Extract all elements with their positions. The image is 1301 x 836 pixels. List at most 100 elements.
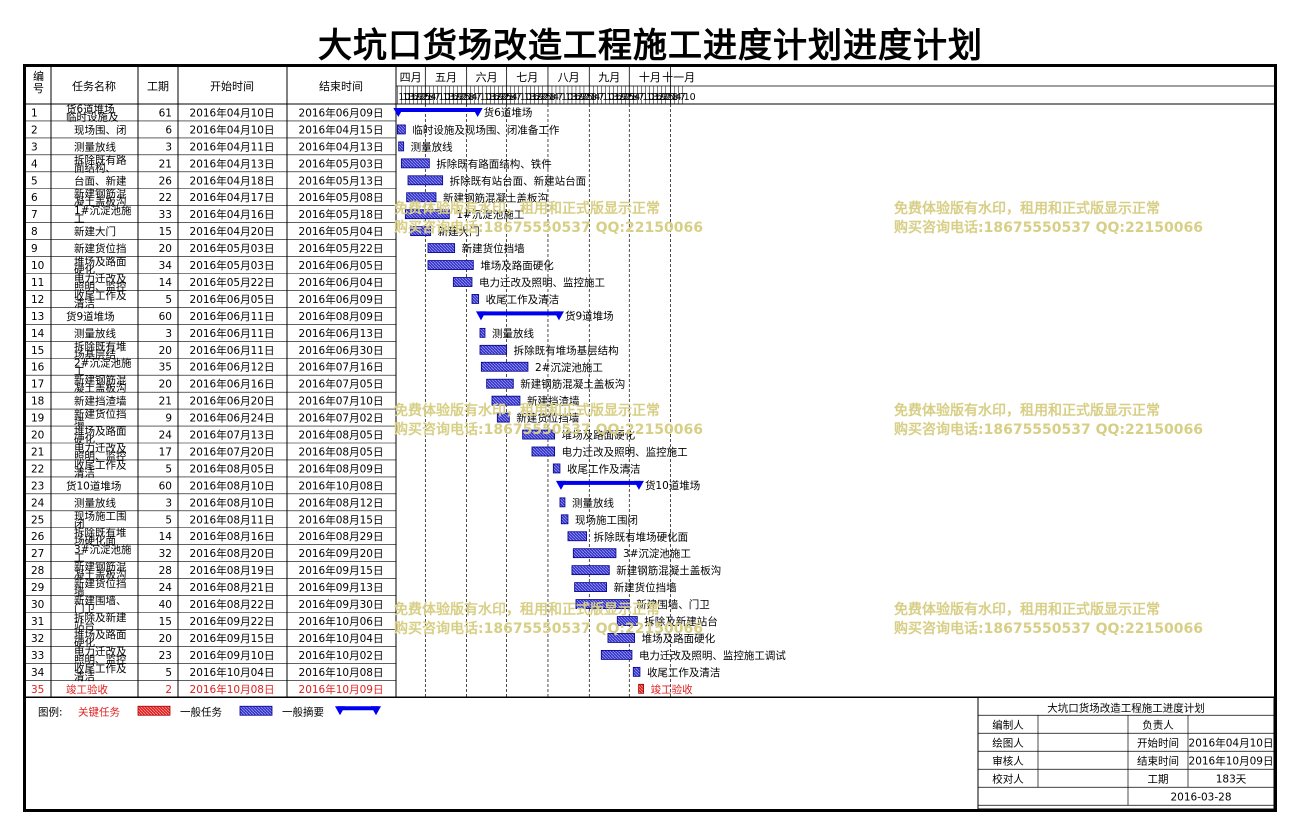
task-bar[interactable]: [607, 633, 636, 643]
table-row[interactable]: 19 新建货位挡墙 9 2016年06月24日 2016年07月02日: [31, 408, 383, 429]
task-bar[interactable]: [491, 395, 521, 406]
gantt-bar-group[interactable]: 货10道堆场: [555, 479, 700, 492]
table-row[interactable]: 8 新建大门 15 2016年04月20日 2016年05月04日: [31, 225, 383, 238]
task-bar[interactable]: [572, 548, 617, 559]
task-bar[interactable]: [480, 361, 529, 372]
gantt-bar-group[interactable]: 电力迁改及照明、监控施工调试: [600, 649, 786, 662]
summary-bar[interactable]: [559, 480, 640, 485]
task-bar[interactable]: [400, 158, 430, 169]
task-bar[interactable]: [632, 666, 641, 677]
gantt-bar-group[interactable]: 拆除既有站台面、新建站台面: [407, 174, 586, 187]
gantt-chart[interactable]: 编号 任务名称 工期 开始时间 结束时间四月10131619222528五月147101…: [26, 67, 1274, 809]
gantt-bar-group[interactable]: 拆除既有堆场基层结构: [479, 344, 619, 357]
table-row[interactable]: 25 现场施工围闭 5 2016年08月11日 2016年08月15日: [31, 509, 383, 530]
table-row[interactable]: 29 新建货位挡墙 24 2016年08月21日 2016年09月13日: [31, 577, 383, 598]
task-bar[interactable]: [574, 582, 608, 592]
table-row[interactable]: 6 新建钢筋混凝土盖板沟 22 2016年04月17日 2016年05月08日: [31, 187, 383, 208]
table-row[interactable]: 13 货9道堆场 60 2016年06月11日 2016年08月09日: [31, 310, 383, 323]
gantt-bar-group[interactable]: 收尾工作及清洁: [632, 666, 720, 679]
task-bar[interactable]: [571, 565, 610, 576]
table-row[interactable]: 35 竣工验收 2 2016年10月08日 2016年10月09日: [31, 683, 383, 696]
critical-bar[interactable]: [638, 683, 645, 694]
gantt-bar-group[interactable]: 新建钢筋混凝土盖板沟: [571, 564, 721, 577]
task-bar[interactable]: [471, 294, 480, 304]
gantt-bar-group[interactable]: 拆除及新建站台: [616, 615, 718, 628]
table-row[interactable]: 15 拆除既有堆场基层结 20 2016年06月11日 2016年06月30日: [31, 340, 383, 361]
task-bar[interactable]: [396, 124, 406, 135]
table-row[interactable]: 9 新建货位挡 20 2016年05月03日 2016年05月22日: [31, 242, 383, 255]
table-row[interactable]: 24 测量放线 3 2016年08月10日 2016年08月12日: [31, 496, 383, 509]
table-row[interactable]: 12 收尾工作及清洁 5 2016年06月05日 2016年06月09日: [31, 289, 383, 310]
table-row[interactable]: 5 台面、新建 26 2016年04月18日 2016年05月13日: [31, 174, 383, 187]
task-bar[interactable]: [398, 141, 405, 152]
gantt-bar-group[interactable]: 测量放线: [398, 140, 453, 153]
task-bar[interactable]: [479, 327, 486, 338]
table-row[interactable]: 33 电力迁改及照明、监控 23 2016年09月10日 2016年10月02日: [31, 645, 383, 666]
gantt-bar-group[interactable]: 现场施工围闭: [560, 513, 638, 526]
gantt-bar-group[interactable]: 收尾工作及清洁: [471, 293, 559, 306]
gantt-bar-group[interactable]: 2#沉淀池施工: [480, 361, 603, 374]
task-bar[interactable]: [600, 650, 633, 660]
task-bar[interactable]: [406, 192, 437, 203]
table-row[interactable]: 18 新建挡渣墙 21 2016年06月20日 2016年07月10日: [31, 395, 383, 408]
gantt-bar-group[interactable]: 新建钢筋混凝土盖板沟: [486, 378, 626, 391]
gantt-bar-group[interactable]: 电力迁改及照明、监控施工: [452, 276, 605, 289]
gantt-bar-group[interactable]: 新建货位挡墙: [427, 242, 525, 255]
table-row[interactable]: 28 新建钢筋混凝土盖板沟 28 2016年08月19日 2016年09月15日: [31, 560, 383, 581]
gantt-bar-group[interactable]: 新建钢筋混凝土盖板沟: [406, 191, 548, 204]
table-row[interactable]: 3 测量放线 3 2016年04月11日 2016年04月13日: [31, 140, 383, 153]
gantt-bar-group[interactable]: 测量放线: [479, 327, 534, 340]
table-row[interactable]: 21 电力迁改及照明、监控 17 2016年07月20日 2016年08月05日: [31, 441, 383, 462]
table-row[interactable]: 27 3#沉淀池施工 32 2016年08月20日 2016年09月20日: [31, 543, 383, 564]
gantt-bar-group[interactable]: 新建围墙、门卫: [575, 598, 710, 611]
gantt-bar-group[interactable]: 拆除既有路面结构、铁件: [400, 157, 552, 170]
table-row[interactable]: 7 1#沉淀池施工 33 2016年04月16日 2016年05月18日: [31, 204, 383, 225]
task-bar[interactable]: [404, 209, 450, 220]
gantt-bar-group[interactable]: 货6道堆场: [393, 106, 532, 119]
task-bar[interactable]: [559, 497, 566, 508]
task-bar[interactable]: [616, 616, 638, 626]
task-bar[interactable]: [427, 260, 474, 270]
gantt-bar-group[interactable]: 新建大门: [410, 225, 480, 238]
table-row[interactable]: 30 新建围墙、门卫 40 2016年08月22日 2016年09月30日: [31, 594, 383, 615]
table-row[interactable]: 14 测量放线 3 2016年06月11日 2016年06月13日: [31, 327, 383, 340]
gantt-bar-group[interactable]: 电力迁改及照明、监控施工: [531, 446, 688, 459]
task-bar[interactable]: [567, 531, 588, 542]
gantt-bar-group[interactable]: 货9道堆场: [475, 309, 614, 322]
table-row[interactable]: 17 新建钢筋混凝土盖板沟 20 2016年06月16日 2016年07月05日: [31, 374, 383, 395]
summary-bar[interactable]: [479, 311, 560, 316]
task-bar[interactable]: [486, 378, 514, 389]
gantt-bar-group[interactable]: 临时设施及现场围、闭准备工作: [396, 123, 560, 136]
task-bar[interactable]: [452, 277, 473, 287]
summary-bar[interactable]: [397, 108, 479, 112]
table-row[interactable]: 16 2#沉淀池施工 35 2016年06月12日 2016年07月16日: [31, 357, 383, 378]
table-row[interactable]: 10 堆场及路面硬化 34 2016年05月03日 2016年06月05日: [31, 255, 383, 276]
task-bar[interactable]: [552, 463, 561, 474]
task-bar[interactable]: [496, 412, 510, 423]
table-row[interactable]: 4 拆除既有路面结构、 21 2016年04月13日 2016年05月03日: [31, 153, 383, 174]
table-row[interactable]: 26 拆除既有堆场硬化面 14 2016年08月16日 2016年08月29日: [31, 526, 383, 547]
gantt-bar-group[interactable]: 新建挡渣墙: [491, 395, 580, 408]
task-bar[interactable]: [531, 446, 556, 457]
task-bar[interactable]: [560, 514, 569, 525]
task-bar[interactable]: [407, 175, 444, 186]
task-bar[interactable]: [427, 243, 456, 254]
gantt-bar-group[interactable]: 堆场及路面硬化: [607, 632, 716, 645]
table-row[interactable]: 22 收尾工作及清洁 5 2016年08月05日 2016年08月09日: [31, 458, 383, 479]
task-bar[interactable]: [479, 344, 508, 355]
table-row[interactable]: 31 拆除及新建站台 15 2016年09月22日 2016年10月06日: [31, 611, 383, 632]
task-bar[interactable]: [522, 429, 556, 440]
gantt-bar-group[interactable]: 测量放线: [559, 496, 614, 509]
gantt-bar-group[interactable]: 1#沉淀池施工: [404, 208, 524, 221]
table-row[interactable]: 34 收尾工作及清洁 5 2016年10月04日 2016年10月08日: [31, 662, 383, 683]
gantt-bar-group[interactable]: 堆场及路面硬化: [427, 259, 554, 272]
table-row[interactable]: 11 电力迁改及照明、监控 14 2016年05月22日 2016年06月04日: [31, 272, 383, 293]
gantt-bar-group[interactable]: 新建货位挡墙: [574, 581, 677, 594]
task-bar[interactable]: [575, 599, 630, 609]
table-row[interactable]: 2 现场围、闭 6 2016年04月10日 2016年04月15日: [31, 123, 383, 136]
gantt-bar-group[interactable]: 收尾工作及清洁: [552, 462, 640, 475]
table-row[interactable]: 23 货10道堆场 60 2016年08月10日 2016年10月08日: [31, 479, 383, 492]
gantt-bar-group[interactable]: 堆场及路面硬化: [522, 429, 636, 442]
task-bar[interactable]: [410, 226, 432, 237]
